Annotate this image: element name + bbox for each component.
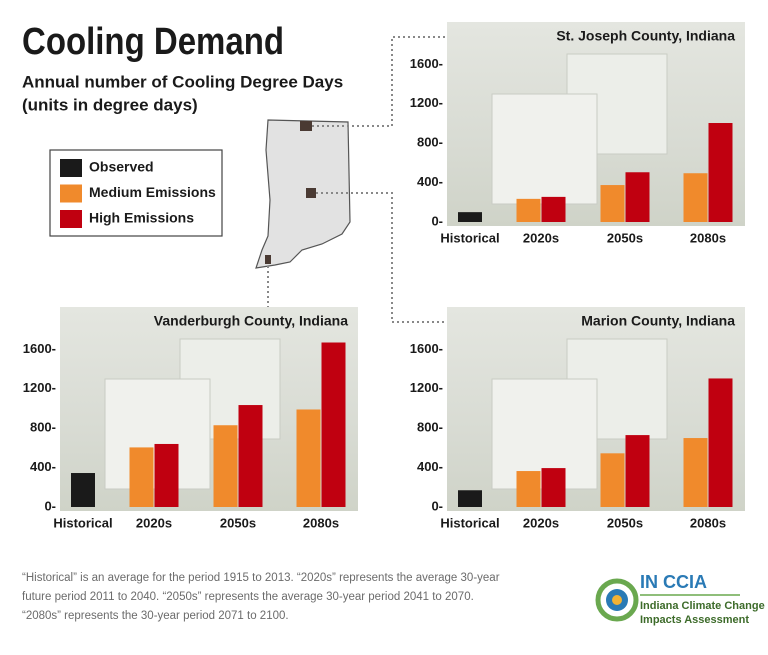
legend-swatch xyxy=(60,159,82,177)
decor xyxy=(491,93,598,205)
bar xyxy=(516,471,541,507)
bar xyxy=(625,435,650,507)
y-tick-label: 1600- xyxy=(410,56,443,71)
y-tick-label: 1200- xyxy=(410,95,443,110)
chart: St. Joseph County, Indiana 0- 400- 800- 1200… xyxy=(410,22,745,245)
y-tick-label: 800- xyxy=(30,420,56,435)
bar xyxy=(516,198,541,222)
subtitle: Annual number of Cooling Degree Days xyxy=(22,72,343,91)
bar xyxy=(321,342,346,507)
chart-title: Marion County, Indiana xyxy=(581,313,735,329)
x-tick-label: Historical xyxy=(53,515,112,530)
bar xyxy=(708,378,733,507)
bar xyxy=(458,212,482,222)
bar xyxy=(708,123,733,222)
x-tick-label: 2020s xyxy=(523,515,559,530)
bar xyxy=(541,196,566,222)
page-title: Cooling Demand xyxy=(22,21,284,63)
x-tick-label: Historical xyxy=(440,515,499,530)
bar xyxy=(296,409,321,507)
subtitle: (units in degree days) xyxy=(22,95,198,114)
bar xyxy=(683,438,708,507)
bar xyxy=(129,447,154,507)
map-marker xyxy=(300,121,312,131)
bar xyxy=(71,473,95,507)
y-tick-label: 1200- xyxy=(23,380,56,395)
logo-text: Impacts Assessment xyxy=(640,614,749,626)
y-tick-label: 400- xyxy=(417,459,443,474)
bar xyxy=(600,185,625,222)
indiana-map xyxy=(255,119,351,269)
bar xyxy=(238,405,263,507)
legend-label: Observed xyxy=(89,159,154,175)
logo-name: IN CCIA xyxy=(640,572,707,592)
bar xyxy=(600,453,625,507)
chart-title: St. Joseph County, Indiana xyxy=(556,28,735,44)
x-tick-label: 2050s xyxy=(220,515,256,530)
logo-sun xyxy=(612,595,622,605)
bar xyxy=(213,425,238,507)
y-tick-label: 1600- xyxy=(23,341,56,356)
bar xyxy=(154,443,179,507)
legend-label: High Emissions xyxy=(89,210,194,226)
x-tick-label: 2080s xyxy=(303,515,339,530)
bar xyxy=(458,490,482,507)
x-tick-label: Historical xyxy=(440,230,499,245)
y-tick-label: 0- xyxy=(431,213,443,228)
logo-ring xyxy=(595,578,639,622)
legend-swatch xyxy=(60,210,82,228)
map-marker xyxy=(306,188,316,198)
y-tick-label: 1200- xyxy=(410,380,443,395)
y-tick-label: 400- xyxy=(417,174,443,189)
legend-label: Medium Emissions xyxy=(89,184,216,200)
x-tick-label: 2050s xyxy=(607,230,643,245)
x-tick-label: 2080s xyxy=(690,230,726,245)
logo-text: Indiana Climate Change xyxy=(640,600,765,612)
chart-title: Vanderburgh County, Indiana xyxy=(154,313,348,329)
y-tick-label: 800- xyxy=(417,135,443,150)
footnote: “2080s” represents the 30-year period 20… xyxy=(22,610,289,622)
bar xyxy=(541,468,566,507)
legend-swatch xyxy=(60,184,82,203)
y-tick-label: 800- xyxy=(417,420,443,435)
footnote: “Historical” is an average for the perio… xyxy=(22,572,500,584)
y-tick-label: 0- xyxy=(44,498,56,513)
chart: Marion County, Indiana 0- 400- 800- 1200- 160… xyxy=(410,307,745,530)
connectors xyxy=(267,36,447,323)
chart: Vanderburgh County, Indiana 0- 400- 800- 120… xyxy=(23,307,358,530)
bar xyxy=(683,173,708,222)
map-marker xyxy=(265,255,271,264)
footnote: future period 2011 to 2040. “2050s” repr… xyxy=(22,591,474,603)
y-tick-label: 1600- xyxy=(410,341,443,356)
x-tick-label: 2020s xyxy=(136,515,172,530)
x-tick-label: 2020s xyxy=(523,230,559,245)
x-tick-label: 2050s xyxy=(607,515,643,530)
y-tick-label: 400- xyxy=(30,459,56,474)
y-tick-label: 0- xyxy=(431,498,443,513)
bar xyxy=(625,172,650,222)
x-tick-label: 2080s xyxy=(690,515,726,530)
